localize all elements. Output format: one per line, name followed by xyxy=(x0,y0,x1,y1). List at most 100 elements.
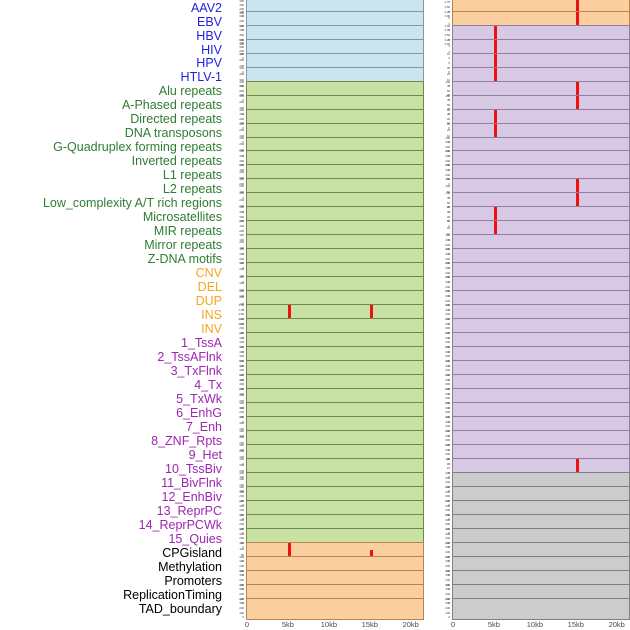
y-tick-label: 200 xyxy=(239,410,244,415)
row-label-15-quies[interactable]: 15_Quies xyxy=(168,531,222,546)
y-axis-ticks-left: 300 200 100 xyxy=(218,220,246,243)
row-label-htlv-1[interactable]: HTLV-1 xyxy=(180,70,222,85)
row-label-alu-repeats[interactable]: Alu repeats xyxy=(158,84,222,99)
row-label-hiv[interactable]: HIV xyxy=(201,42,222,57)
track-panel-left[interactable] xyxy=(246,597,424,621)
row-label-inv[interactable]: INV xyxy=(201,322,222,337)
track-peak-bar xyxy=(369,305,373,325)
row-label-cnv[interactable]: CNV xyxy=(195,266,222,281)
row-label-l2-repeats[interactable]: L2 repeats xyxy=(162,182,222,197)
row-label-promoters[interactable]: Promoters xyxy=(164,573,222,588)
row-label-tad-boundary[interactable]: TAD_boundary xyxy=(138,601,222,616)
y-tick-label: 300 xyxy=(239,175,244,180)
row-label-microsatellites[interactable]: Microsatellites xyxy=(142,210,222,225)
row-label-l1-repeats[interactable]: L1 repeats xyxy=(162,168,222,183)
y-tick-label: 30 xyxy=(446,210,450,214)
y-tick-label: 200 xyxy=(445,494,450,499)
row-label-hbv[interactable]: HBV xyxy=(196,28,222,43)
y-tick-label: 200 xyxy=(445,326,450,331)
row-label-7-enh[interactable]: 7_Enh xyxy=(185,419,222,434)
y-tick-label: 300 xyxy=(445,335,450,340)
y-tick-label: 0 xyxy=(242,279,244,284)
row-label-10-tssbiv[interactable]: 10_TssBiv xyxy=(165,461,222,476)
y-tick-label: 10 xyxy=(446,231,450,236)
row-label-dup[interactable]: DUP xyxy=(195,294,222,309)
y-tick-label: 100 xyxy=(445,512,450,517)
y-tick-label: 300 xyxy=(239,252,244,256)
row-label-ebv[interactable]: EBV xyxy=(196,14,222,29)
y-tick-label: 200 xyxy=(445,508,450,513)
y-tick-label: 200 xyxy=(445,550,450,555)
y-axis-ticks-left: 400 300 200 100 0 xyxy=(218,513,246,537)
row-label-cpgisland[interactable]: CPGisland xyxy=(162,545,222,560)
y-tick-label: 200 xyxy=(445,172,450,177)
row-label-g-quadruplex-forming-repeats[interactable]: G-Quadruplex forming repeats xyxy=(53,140,222,155)
row-label-14-reprpcwk[interactable]: 14_ReprPCWk xyxy=(138,517,222,532)
row-label-low-complexity-a-t-rich-regions[interactable]: Low_complexity A/T rich regions xyxy=(42,196,222,211)
y-tick-label: 200 xyxy=(239,578,244,582)
x-axis-right: 0 5kb 10kb 15kb 20kb xyxy=(451,618,630,630)
track-peak-bar xyxy=(493,123,497,144)
row-label-6-enhg[interactable]: 6_EnhG xyxy=(176,405,222,420)
y-tick-label: 0 xyxy=(448,154,450,158)
y-tick-label: 200 xyxy=(445,284,450,289)
y-tick-label: 200 xyxy=(239,373,244,377)
row-label-8-znf-rpts[interactable]: 8_ZNF_Rpts xyxy=(151,433,222,448)
y-tick-label: 300 xyxy=(445,489,450,494)
y-tick-label: 200 xyxy=(239,483,244,488)
y-tick-label: 0 xyxy=(448,545,450,550)
row-label-1-tssa[interactable]: 1_TssA xyxy=(181,336,222,351)
row-label-directed-repeats[interactable]: Directed repeats xyxy=(130,112,222,127)
row-label-5-txwk[interactable]: 5_TxWk xyxy=(176,391,222,406)
row-label-hpv[interactable]: HPV xyxy=(196,56,222,71)
y-tick-label: 200 xyxy=(239,326,244,331)
row-label-13-reprpc[interactable]: 13_ReprPC xyxy=(156,503,222,518)
row-label-inverted-repeats[interactable]: Inverted repeats xyxy=(131,154,222,169)
y-tick-label: 400 xyxy=(445,289,450,294)
row-label-a-phased-repeats[interactable]: A-Phased repeats xyxy=(121,98,222,113)
y-tick-label: 100 xyxy=(239,133,244,138)
y-tick-label: 100 xyxy=(239,93,244,98)
row-label-9-het[interactable]: 9_Het xyxy=(188,447,222,462)
y-axis-ticks-left: 400 300 200 100 0 xyxy=(218,485,246,509)
y-tick-label: 400 xyxy=(239,499,244,503)
y-tick-label: 300 xyxy=(445,391,450,396)
y-tick-label: 6 xyxy=(448,37,450,42)
y-tick-label: 300 xyxy=(445,517,450,522)
row-label-11-bivflnk[interactable]: 11_BivFlnk xyxy=(161,475,222,490)
row-label-12-enhbiv[interactable]: 12_EnhBiv xyxy=(161,489,222,504)
row-label-replicationtiming[interactable]: ReplicationTiming xyxy=(123,587,222,602)
track-panel-right[interactable] xyxy=(452,597,630,621)
y-tick-label: 100 xyxy=(445,401,450,405)
y-axis-ticks-left: 400 300 200 100 0 xyxy=(218,499,246,523)
y-tick-label: 300 xyxy=(239,463,244,468)
y-tick-label: 400 xyxy=(445,527,450,531)
y-tick-label: 0 xyxy=(242,573,244,578)
row-label-methylation[interactable]: Methylation xyxy=(158,559,222,574)
y-tick-label: 0.50 xyxy=(444,33,451,37)
y-tick-label: 10 xyxy=(446,51,450,56)
row-label-aav2[interactable]: AAV2 xyxy=(190,0,222,15)
row-label-ins[interactable]: INS xyxy=(201,308,222,323)
y-tick-label: 0.50 xyxy=(444,5,451,9)
y-axis-ticks-right: 20 15 10 5 0 xyxy=(424,457,452,481)
y-tick-label: 400 xyxy=(239,415,244,419)
y-tick-label: 300 xyxy=(445,280,450,284)
row-label-dna-transposons[interactable]: DNA transposons xyxy=(124,126,222,141)
y-tick-label: 75 xyxy=(446,196,450,200)
row-label-mirror-repeats[interactable]: Mirror repeats xyxy=(144,238,222,253)
row-label-del[interactable]: DEL xyxy=(197,280,222,295)
row-label-4-tx[interactable]: 4_Tx xyxy=(194,377,222,392)
y-tick-label: 200 xyxy=(445,536,450,541)
row-label-z-dna-motifs[interactable]: Z-DNA motifs xyxy=(147,252,222,267)
row-label-2-tssaflnk[interactable]: 2_TssAFlnk xyxy=(157,350,222,365)
y-axis-ticks-left: 300 200 100 0 xyxy=(218,178,246,201)
y-tick-label: 200 xyxy=(445,368,450,373)
y-tick-label: 300 xyxy=(239,233,244,238)
y-axis-ticks-right: 400 300 200 100 0 xyxy=(424,402,452,425)
y-tick-label: 50 xyxy=(446,200,450,205)
y-tick-label: 400 xyxy=(445,401,450,406)
row-label-mir-repeats[interactable]: MIR repeats xyxy=(153,224,222,239)
row-label-3-txflnk[interactable]: 3_TxFlnk xyxy=(170,363,222,378)
